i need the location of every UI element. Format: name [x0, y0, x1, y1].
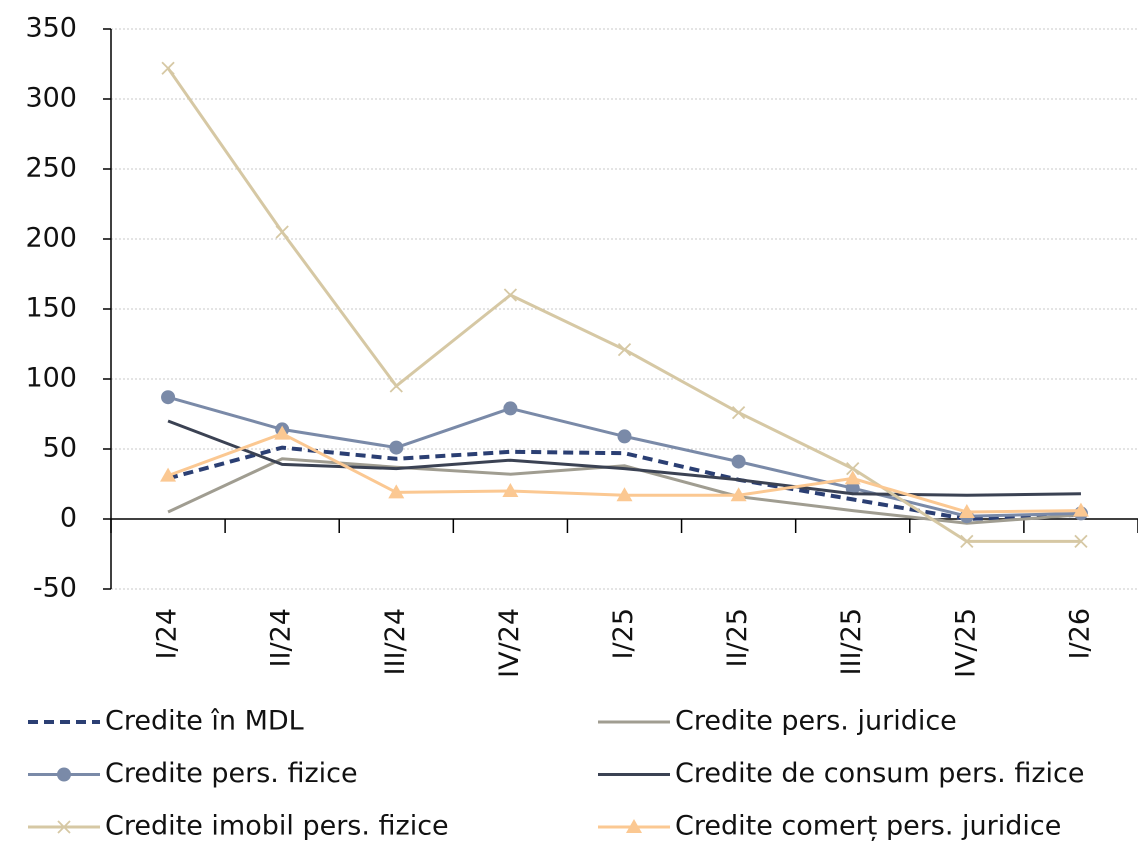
x-tick-label: IV/25 — [950, 608, 981, 678]
legend-label: Credite pers. juridice — [675, 706, 957, 737]
point-marker — [845, 481, 860, 496]
x-tick-label: I/24 — [152, 608, 183, 659]
y-tick-label: -50 — [33, 573, 77, 604]
point-marker — [617, 429, 632, 444]
legend-label: Credite de consum pers. fizice — [675, 758, 1084, 789]
y-tick-label: 200 — [25, 223, 77, 254]
point-marker — [616, 487, 633, 502]
point-marker — [844, 470, 861, 485]
legend-marker — [57, 820, 71, 834]
legend-label: Credite imobil pers. fizice — [105, 811, 449, 842]
legend-label: Credite în MDL — [105, 706, 304, 737]
x-tick-label: I/26 — [1064, 608, 1095, 659]
series-line — [167, 419, 1081, 497]
y-tick-label: 100 — [25, 363, 77, 394]
point-marker — [274, 425, 291, 440]
point-marker — [1074, 534, 1088, 549]
x-tick-label: III/24 — [380, 608, 411, 675]
point-marker — [846, 461, 860, 476]
y-tick-label: 250 — [25, 153, 77, 184]
x-tick-label: II/25 — [722, 608, 753, 667]
y-tick-label: 50 — [43, 433, 77, 464]
point-marker — [503, 401, 518, 416]
x-tick-label: II/24 — [266, 608, 297, 667]
point-marker — [161, 61, 175, 75]
point-marker — [389, 379, 403, 393]
x-tick-label: IV/24 — [494, 608, 525, 678]
point-marker — [730, 487, 747, 502]
legend-label: Credite pers. fizice — [105, 758, 358, 789]
series-line — [166, 67, 1081, 543]
point-marker — [160, 467, 177, 482]
legend-marker — [57, 767, 71, 782]
x-tick-label: I/25 — [608, 608, 639, 659]
x-tick-label: III/25 — [836, 608, 867, 675]
series-line — [167, 457, 1082, 525]
y-tick-label: 150 — [25, 293, 77, 324]
point-marker — [617, 342, 632, 357]
point-marker — [960, 534, 974, 549]
point-marker — [161, 390, 176, 405]
point-marker — [1072, 502, 1089, 517]
point-marker — [502, 483, 519, 497]
point-marker — [388, 484, 405, 499]
point-marker — [389, 440, 404, 455]
legend-marker — [626, 819, 642, 833]
point-marker — [503, 288, 518, 302]
point-marker — [731, 405, 746, 420]
point-marker — [731, 454, 746, 469]
legend-label: Credite comerț pers. juridice — [675, 811, 1061, 842]
series-line — [167, 445, 1082, 522]
y-tick-label: 300 — [25, 83, 77, 114]
y-tick-label: 350 — [25, 13, 77, 44]
y-tick-label: 0 — [60, 503, 77, 534]
point-marker — [958, 504, 975, 518]
point-marker — [275, 225, 289, 239]
